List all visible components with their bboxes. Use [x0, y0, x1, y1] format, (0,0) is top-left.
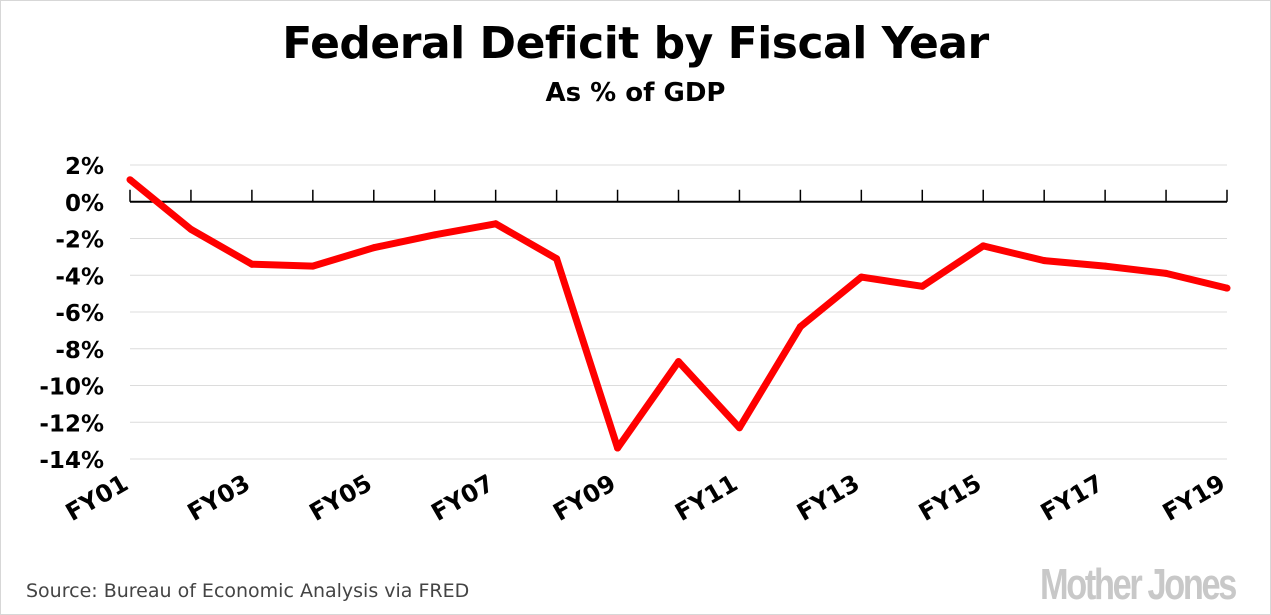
data-point	[675, 358, 682, 366]
mother-jones-logo: Mother Jones	[1039, 560, 1237, 609]
data-point	[431, 231, 439, 239]
data-point	[796, 323, 804, 331]
y-tick-label: -12%	[39, 411, 104, 437]
x-tick-label: FY05	[305, 469, 377, 527]
x-tick-label: FY03	[183, 469, 255, 527]
y-tick-label: -6%	[55, 301, 104, 327]
x-tick-label: FY15	[914, 469, 986, 527]
y-tick-label: 2%	[65, 154, 104, 180]
data-point	[1040, 257, 1048, 265]
x-tick-label: FY17	[1036, 469, 1108, 527]
x-tick-label: FY07	[426, 469, 498, 527]
x-tick-label: FY01	[61, 469, 133, 527]
x-tick-label: FY13	[792, 469, 864, 527]
data-point	[735, 424, 743, 432]
deficit-series-line	[127, 176, 1228, 452]
data-point	[492, 220, 500, 228]
y-tick-label: -14%	[39, 448, 104, 474]
data-point	[614, 444, 622, 452]
data-point	[126, 176, 134, 184]
data-point	[248, 260, 256, 268]
y-tick-label: 0%	[65, 191, 104, 217]
data-point	[1162, 269, 1170, 277]
data-point	[1101, 262, 1109, 270]
y-tick-label: -8%	[55, 338, 104, 364]
y-tick-label: -10%	[39, 375, 104, 401]
y-tick-label: -2%	[55, 228, 104, 254]
x-tick-label: FY11	[670, 469, 742, 527]
source-note: Source: Bureau of Economic Analysis via …	[26, 580, 470, 602]
y-tick-label: -4%	[55, 264, 104, 290]
x-tick-label: FY09	[548, 469, 620, 527]
data-point	[1223, 284, 1231, 292]
data-point	[857, 273, 865, 281]
data-point	[979, 242, 987, 250]
chart-subtitle: As % of GDP	[545, 78, 726, 108]
data-point	[918, 282, 926, 290]
data-point	[309, 262, 317, 270]
data-point	[187, 225, 195, 233]
data-point	[370, 244, 378, 252]
data-point	[553, 255, 561, 263]
x-tick-label: FY19	[1158, 469, 1230, 527]
chart-title: Federal Deficit by Fiscal Year	[282, 18, 989, 69]
